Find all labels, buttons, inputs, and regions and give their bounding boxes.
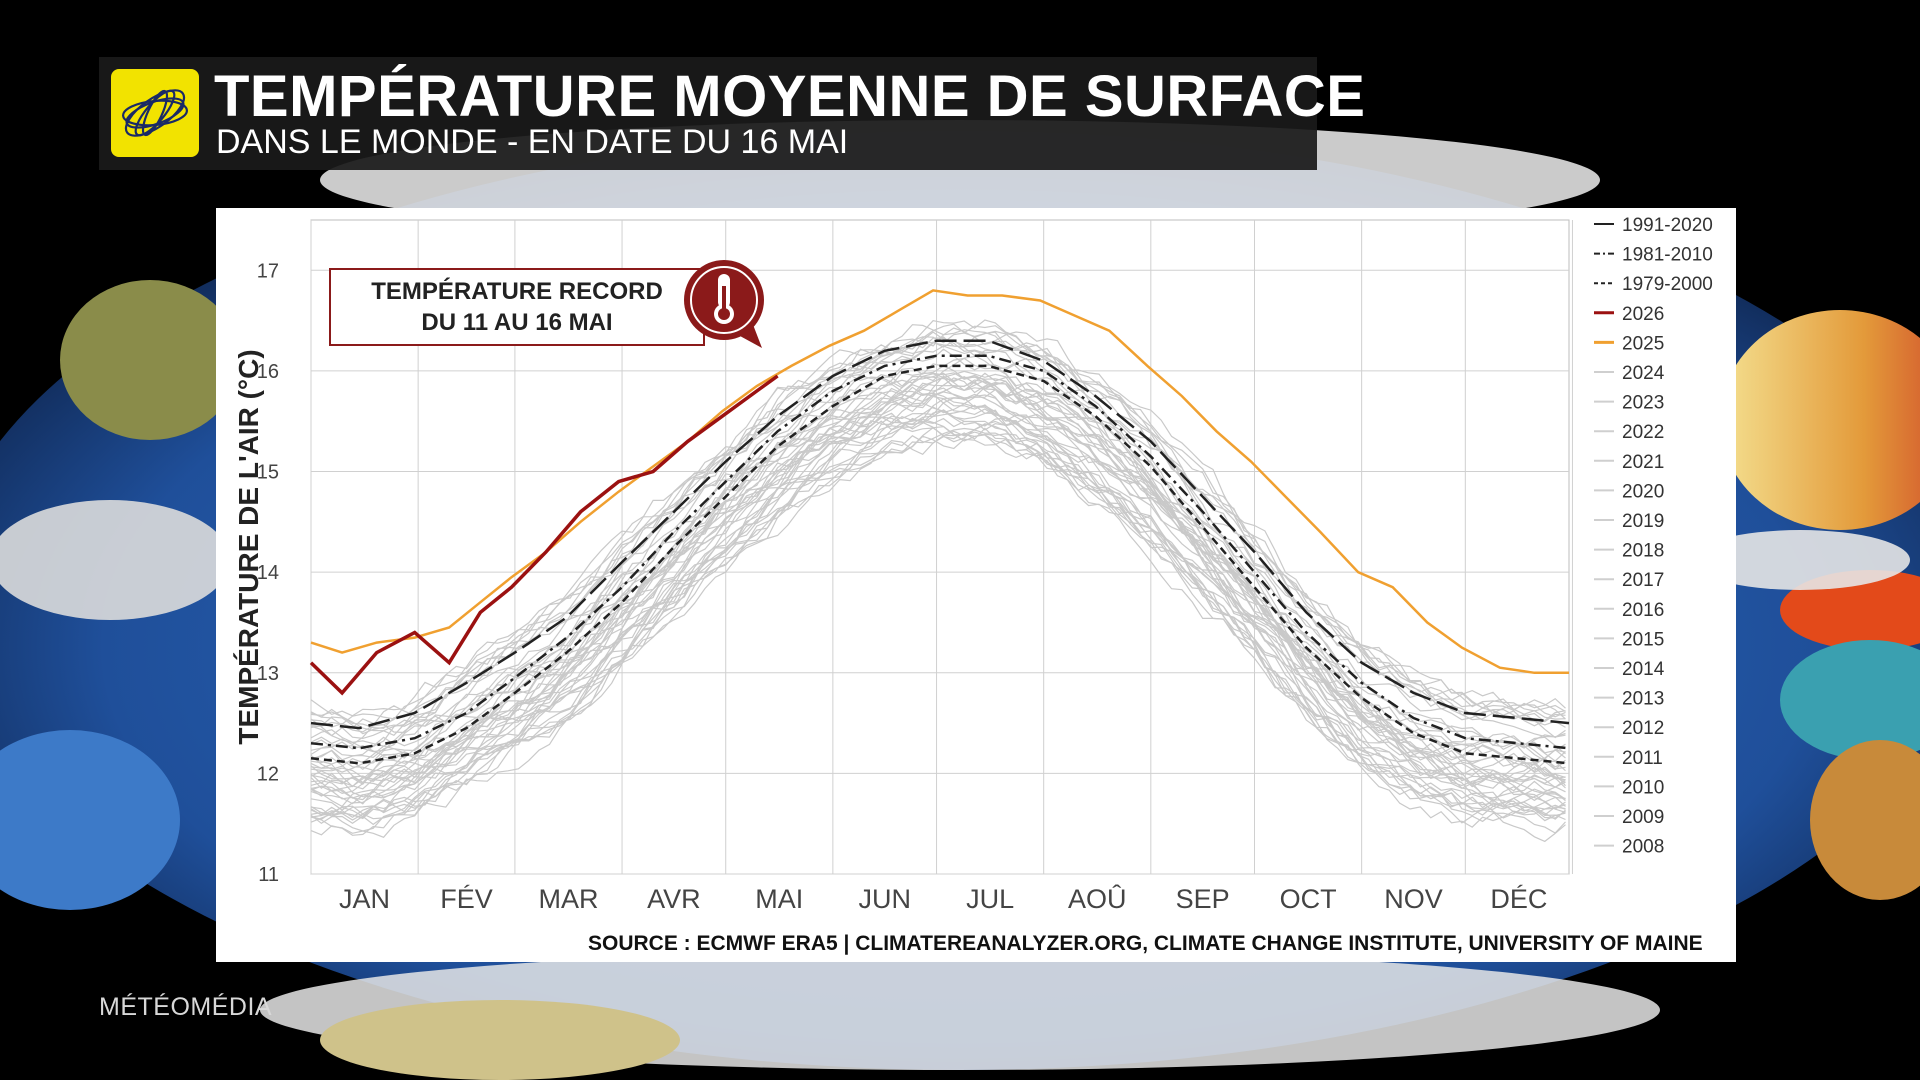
x-tick-label: AOÛ bbox=[1068, 883, 1127, 914]
series-line-prior-year bbox=[310, 380, 1566, 784]
y-tick-label: 17 bbox=[257, 260, 279, 282]
legend-item: 2019 bbox=[1622, 511, 1664, 532]
x-tick-label: JUL bbox=[966, 884, 1014, 914]
page-subtitle: DANS LE MONDE - EN DATE DU 16 MAI bbox=[216, 123, 849, 161]
legend-item: 2008 bbox=[1622, 837, 1664, 858]
legend-item: 2011 bbox=[1622, 748, 1663, 769]
x-tick-label: NOV bbox=[1384, 884, 1443, 914]
y-tick-label: 14 bbox=[257, 562, 279, 584]
series-line-prior-year bbox=[310, 403, 1566, 797]
legend-item: 2018 bbox=[1622, 541, 1664, 562]
legend-item: 2023 bbox=[1622, 393, 1664, 414]
x-tick-label: DÉC bbox=[1490, 884, 1547, 914]
weather-network-swirl-icon bbox=[111, 69, 199, 157]
series-line-prior-year bbox=[310, 323, 1566, 732]
series-line-prior-year bbox=[310, 420, 1566, 843]
legend-item: 2021 bbox=[1622, 452, 1664, 473]
legend-item: 2022 bbox=[1622, 422, 1664, 443]
series-line-prior-year bbox=[310, 337, 1566, 749]
y-tick-label: 16 bbox=[257, 361, 279, 383]
source-credit: SOURCE : ECMWF ERA5 | CLIMATEREANALYZER.… bbox=[588, 932, 1703, 955]
series-line-prior-year bbox=[310, 378, 1566, 776]
series-line-prior-year bbox=[310, 331, 1566, 729]
series-line-prior-year bbox=[310, 372, 1566, 773]
x-tick-label: JAN bbox=[339, 884, 390, 914]
legend-item: 2026 bbox=[1622, 304, 1664, 325]
legend-item: 2009 bbox=[1622, 807, 1664, 828]
brand-watermark: MÉTÉOMÉDIA bbox=[99, 993, 273, 1021]
series-line-prior-year bbox=[310, 418, 1566, 816]
x-tick-label: JUN bbox=[858, 884, 911, 914]
legend-item: 2012 bbox=[1622, 718, 1664, 739]
x-tick-label: SEP bbox=[1176, 884, 1230, 914]
y-tick-label: 13 bbox=[257, 663, 279, 685]
x-tick-label: MAR bbox=[538, 884, 598, 914]
legend-item: 2010 bbox=[1622, 777, 1664, 798]
x-tick-label: OCT bbox=[1280, 884, 1337, 914]
legend-item: 1991-2020 bbox=[1622, 215, 1713, 236]
y-tick-label: 15 bbox=[257, 462, 279, 484]
legend-item: 2013 bbox=[1622, 689, 1664, 710]
thermometer-icon bbox=[682, 258, 772, 358]
series-line-prior-year bbox=[310, 339, 1566, 755]
series-line-1991-2020 bbox=[310, 339, 1570, 730]
y-tick-label: 12 bbox=[257, 763, 279, 785]
series-line-prior-year bbox=[310, 324, 1566, 729]
legend-item: 2015 bbox=[1622, 629, 1664, 650]
series-line-2026 bbox=[309, 374, 779, 696]
legend-item: 2020 bbox=[1622, 481, 1664, 502]
series-line-prior-year bbox=[310, 387, 1566, 799]
series-line-prior-year bbox=[310, 357, 1566, 761]
series-line-prior-year bbox=[310, 409, 1566, 816]
legend-item: 1979-2000 bbox=[1622, 274, 1713, 295]
series-line-prior-year bbox=[310, 427, 1566, 822]
title-box: TEMPÉRATURE MOYENNE DE SURFACE DANS LE M… bbox=[99, 57, 1365, 170]
series-line-prior-year bbox=[310, 376, 1566, 783]
series-line-1979-2000 bbox=[310, 364, 1570, 765]
series-line-prior-year bbox=[310, 397, 1566, 800]
legend-item: 2016 bbox=[1622, 600, 1664, 621]
callout-line-1: TEMPÉRATURE RECORD bbox=[371, 278, 663, 305]
series-line-prior-year bbox=[310, 412, 1566, 834]
y-tick-label: 11 bbox=[258, 864, 279, 886]
legend-item: 1981-2010 bbox=[1622, 245, 1713, 266]
series-line-prior-year bbox=[310, 381, 1566, 805]
x-tick-label: AVR bbox=[647, 884, 701, 914]
series-line-prior-year bbox=[310, 393, 1566, 803]
series-line-1981-2010 bbox=[310, 354, 1570, 750]
page-title: TEMPÉRATURE MOYENNE DE SURFACE bbox=[214, 64, 1366, 129]
chart-panel: 11 12 13 14 15 16 17 JAN FÉV MAR AVR MAI JUN JUL AOÛ SE… bbox=[216, 208, 1736, 962]
series-line-prior-year bbox=[310, 435, 1566, 820]
legend-item: 2017 bbox=[1622, 570, 1664, 591]
legend-item: 2024 bbox=[1622, 363, 1665, 384]
x-tick-label: FÉV bbox=[440, 884, 493, 914]
record-callout: TEMPÉRATURE RECORD DU 11 AU 16 MAI bbox=[329, 268, 705, 346]
callout-line-2: DU 11 AU 16 MAI bbox=[421, 309, 613, 336]
series-line-2025 bbox=[310, 289, 1569, 675]
x-tick-label: MAI bbox=[755, 884, 803, 914]
series-line-prior-year bbox=[310, 348, 1566, 746]
legend-item: 2014 bbox=[1622, 659, 1665, 680]
y-axis-label: TEMPÉRATURE DE L'AIR (°C) bbox=[233, 349, 264, 744]
series-line-prior-year bbox=[310, 331, 1566, 735]
legend-item: 2025 bbox=[1622, 333, 1664, 354]
